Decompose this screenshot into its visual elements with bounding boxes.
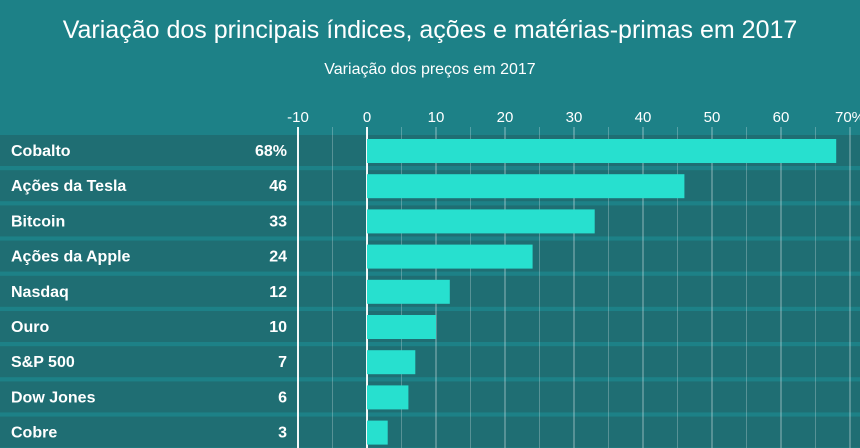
chart-title: Variação dos principais índices, ações e…	[62, 16, 798, 44]
chart-subtitle: Variação dos preços em 2017	[324, 61, 536, 78]
value-label: 12	[269, 284, 287, 301]
bar-0	[367, 139, 837, 163]
x-tick-label: 40	[635, 109, 652, 126]
x-tick-label: 60	[773, 109, 790, 126]
row-band	[0, 416, 860, 448]
value-label: 46	[269, 178, 287, 195]
category-label: Cobre	[11, 425, 57, 442]
value-label: 7	[278, 354, 287, 371]
category-label: Cobalto	[11, 143, 71, 160]
bar-8	[367, 420, 388, 445]
x-tick-label: 50	[704, 109, 721, 126]
value-label: 6	[278, 389, 287, 406]
row-band	[0, 381, 860, 413]
bar-5	[367, 315, 436, 339]
x-tick-label: 70%	[835, 109, 860, 126]
category-label: Ouro	[11, 319, 49, 336]
category-label: S&P 500	[11, 354, 75, 371]
x-tick-label: -10	[287, 109, 309, 126]
category-label: Bitcoin	[11, 213, 65, 230]
bar-6	[367, 350, 416, 375]
bar-3	[367, 244, 533, 269]
x-tick-label: 0	[363, 109, 371, 126]
category-label: Nasdaq	[11, 284, 69, 301]
bar-2	[367, 209, 595, 234]
row-band	[0, 346, 860, 378]
bar-1	[367, 174, 685, 199]
value-label: 33	[269, 213, 287, 230]
value-label: 3	[278, 425, 287, 442]
bar-7	[367, 385, 409, 410]
x-tick-label: 20	[497, 109, 514, 126]
category-label: Ações da Tesla	[11, 178, 126, 195]
x-tick-label: 10	[428, 109, 445, 126]
bar-4	[367, 279, 450, 304]
x-tick-label: 30	[566, 109, 583, 126]
category-label: Dow Jones	[11, 389, 96, 406]
category-label: Ações da Apple	[11, 249, 131, 266]
value-label: 24	[269, 249, 287, 266]
value-label: 68%	[255, 143, 287, 160]
value-label: 10	[269, 319, 287, 336]
